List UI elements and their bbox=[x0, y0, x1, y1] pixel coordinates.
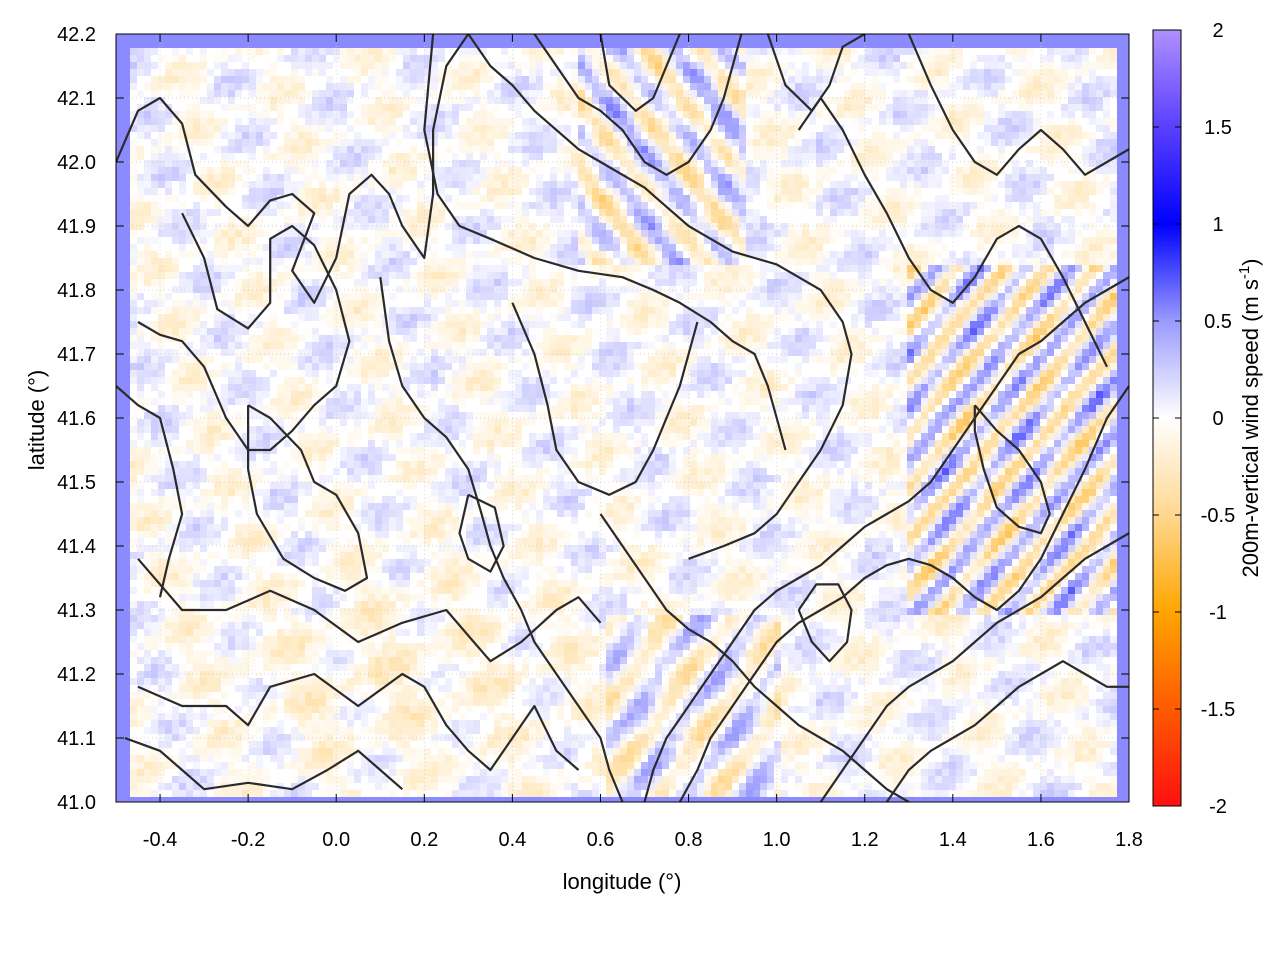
colorbar-tick-label: 0.5 bbox=[1204, 311, 1232, 333]
y-tick-label: 41.6 bbox=[57, 408, 96, 430]
contour-line-7 bbox=[423, 34, 787, 451]
y-axis: 41.0 41.1 41.2 41.3 41.4 41.5 41.6 41.7 41.8 41.9… bbox=[57, 24, 1129, 814]
contour-line-18 bbox=[678, 385, 1129, 802]
x-tick-label: -0.4 bbox=[143, 829, 177, 851]
colorbar-label-superscript: -1 bbox=[1236, 266, 1253, 279]
contour-line-6 bbox=[124, 736, 404, 791]
y-tick-label: 41.0 bbox=[57, 792, 96, 814]
colorbar-tick-label: 2 bbox=[1212, 20, 1223, 42]
contour-line-22 bbox=[797, 583, 853, 663]
y-tick-label: 41.7 bbox=[57, 344, 96, 366]
contour-line-8 bbox=[467, 34, 853, 560]
colorbar-label-close: ) bbox=[1238, 258, 1263, 265]
y-tick-label: 41.3 bbox=[57, 600, 96, 622]
y-axis-label: latitude (°) bbox=[24, 370, 49, 471]
contour-line-4 bbox=[137, 558, 602, 663]
y-tick-label: 42.0 bbox=[57, 152, 96, 174]
colorbar-label: 200m-vertical wind speed (m s-1) bbox=[1236, 258, 1263, 577]
colorbar-tick-label: 1.5 bbox=[1204, 117, 1232, 139]
y-tick-label: 41.4 bbox=[57, 536, 96, 558]
x-tick-label: 0.8 bbox=[675, 829, 703, 851]
x-tick-label: 0.2 bbox=[410, 829, 438, 851]
x-tick-label: -0.2 bbox=[231, 829, 265, 851]
contour-line-15 bbox=[379, 277, 624, 802]
contour-line-17 bbox=[643, 276, 1129, 802]
contour-line-20 bbox=[885, 660, 1129, 802]
contour-line-5 bbox=[137, 672, 580, 772]
y-tick-label: 41.5 bbox=[57, 472, 96, 494]
colorbar-label-main: 200m-vertical wind speed (m s bbox=[1238, 279, 1263, 577]
colorbar-tick-label: 1 bbox=[1212, 214, 1223, 236]
colorbar-tick-label: -2 bbox=[1209, 796, 1227, 818]
x-tick-label: 1.2 bbox=[851, 829, 879, 851]
contour-line-13 bbox=[907, 34, 1129, 176]
y-tick-label: 41.2 bbox=[57, 664, 96, 686]
colorbar-tick-label: -1 bbox=[1209, 602, 1227, 624]
contour-line-3 bbox=[247, 404, 369, 592]
x-tick-label: 0.0 bbox=[322, 829, 350, 851]
x-tick-label: 1.4 bbox=[939, 829, 967, 851]
x-tick-label: 0.4 bbox=[498, 829, 526, 851]
contour-line-12 bbox=[797, 96, 1108, 368]
contour-line-23 bbox=[458, 493, 505, 573]
contour-line-14 bbox=[511, 302, 699, 496]
contour-line-2 bbox=[116, 385, 184, 598]
colorbar: 2 1.5 1 0.5 0 -0.5 -1 -1.5 -2 200m-vertical wind… bbox=[1152, 20, 1263, 818]
contour-lines bbox=[116, 34, 1129, 802]
y-tick-label: 41.9 bbox=[57, 216, 96, 238]
colorbar-tick-label: 0 bbox=[1212, 408, 1223, 430]
contour-line-9 bbox=[533, 34, 743, 176]
contour-line-10 bbox=[599, 34, 681, 112]
x-tick-label: 1.6 bbox=[1027, 829, 1055, 851]
x-tick-label: 1.0 bbox=[763, 829, 791, 851]
x-axis-label: longitude (°) bbox=[563, 869, 682, 894]
colorbar-tick-label: -0.5 bbox=[1201, 505, 1235, 527]
y-tick-label: 42.1 bbox=[57, 88, 96, 110]
contour-line-21 bbox=[973, 404, 1051, 535]
x-tick-label: 1.8 bbox=[1115, 829, 1143, 851]
colorbar-ticks: 2 1.5 1 0.5 0 -0.5 -1 -1.5 -2 bbox=[1153, 20, 1235, 818]
y-tick-label: 41.8 bbox=[57, 280, 96, 302]
contour-line-0 bbox=[116, 34, 470, 304]
x-axis: -0.4 -0.2 0.0 0.2 0.4 0.6 0.8 1.0 1.2 1.4 1.6 1.8 bbox=[143, 34, 1143, 851]
x-tick-label: 0.6 bbox=[587, 829, 615, 851]
colorbar-tick-label: -1.5 bbox=[1201, 699, 1235, 721]
contour-line-19 bbox=[819, 532, 1129, 802]
plot-area: -0.4 -0.2 0.0 0.2 0.4 0.6 0.8 1.0 1.2 1.4 1.6 1.8 4… bbox=[57, 24, 1143, 851]
y-tick-label: 41.1 bbox=[57, 728, 96, 750]
contour-line-1 bbox=[137, 212, 351, 452]
contour-line-16 bbox=[599, 513, 910, 802]
heatmap-field bbox=[116, 34, 1129, 802]
y-tick-label: 42.2 bbox=[57, 24, 96, 46]
